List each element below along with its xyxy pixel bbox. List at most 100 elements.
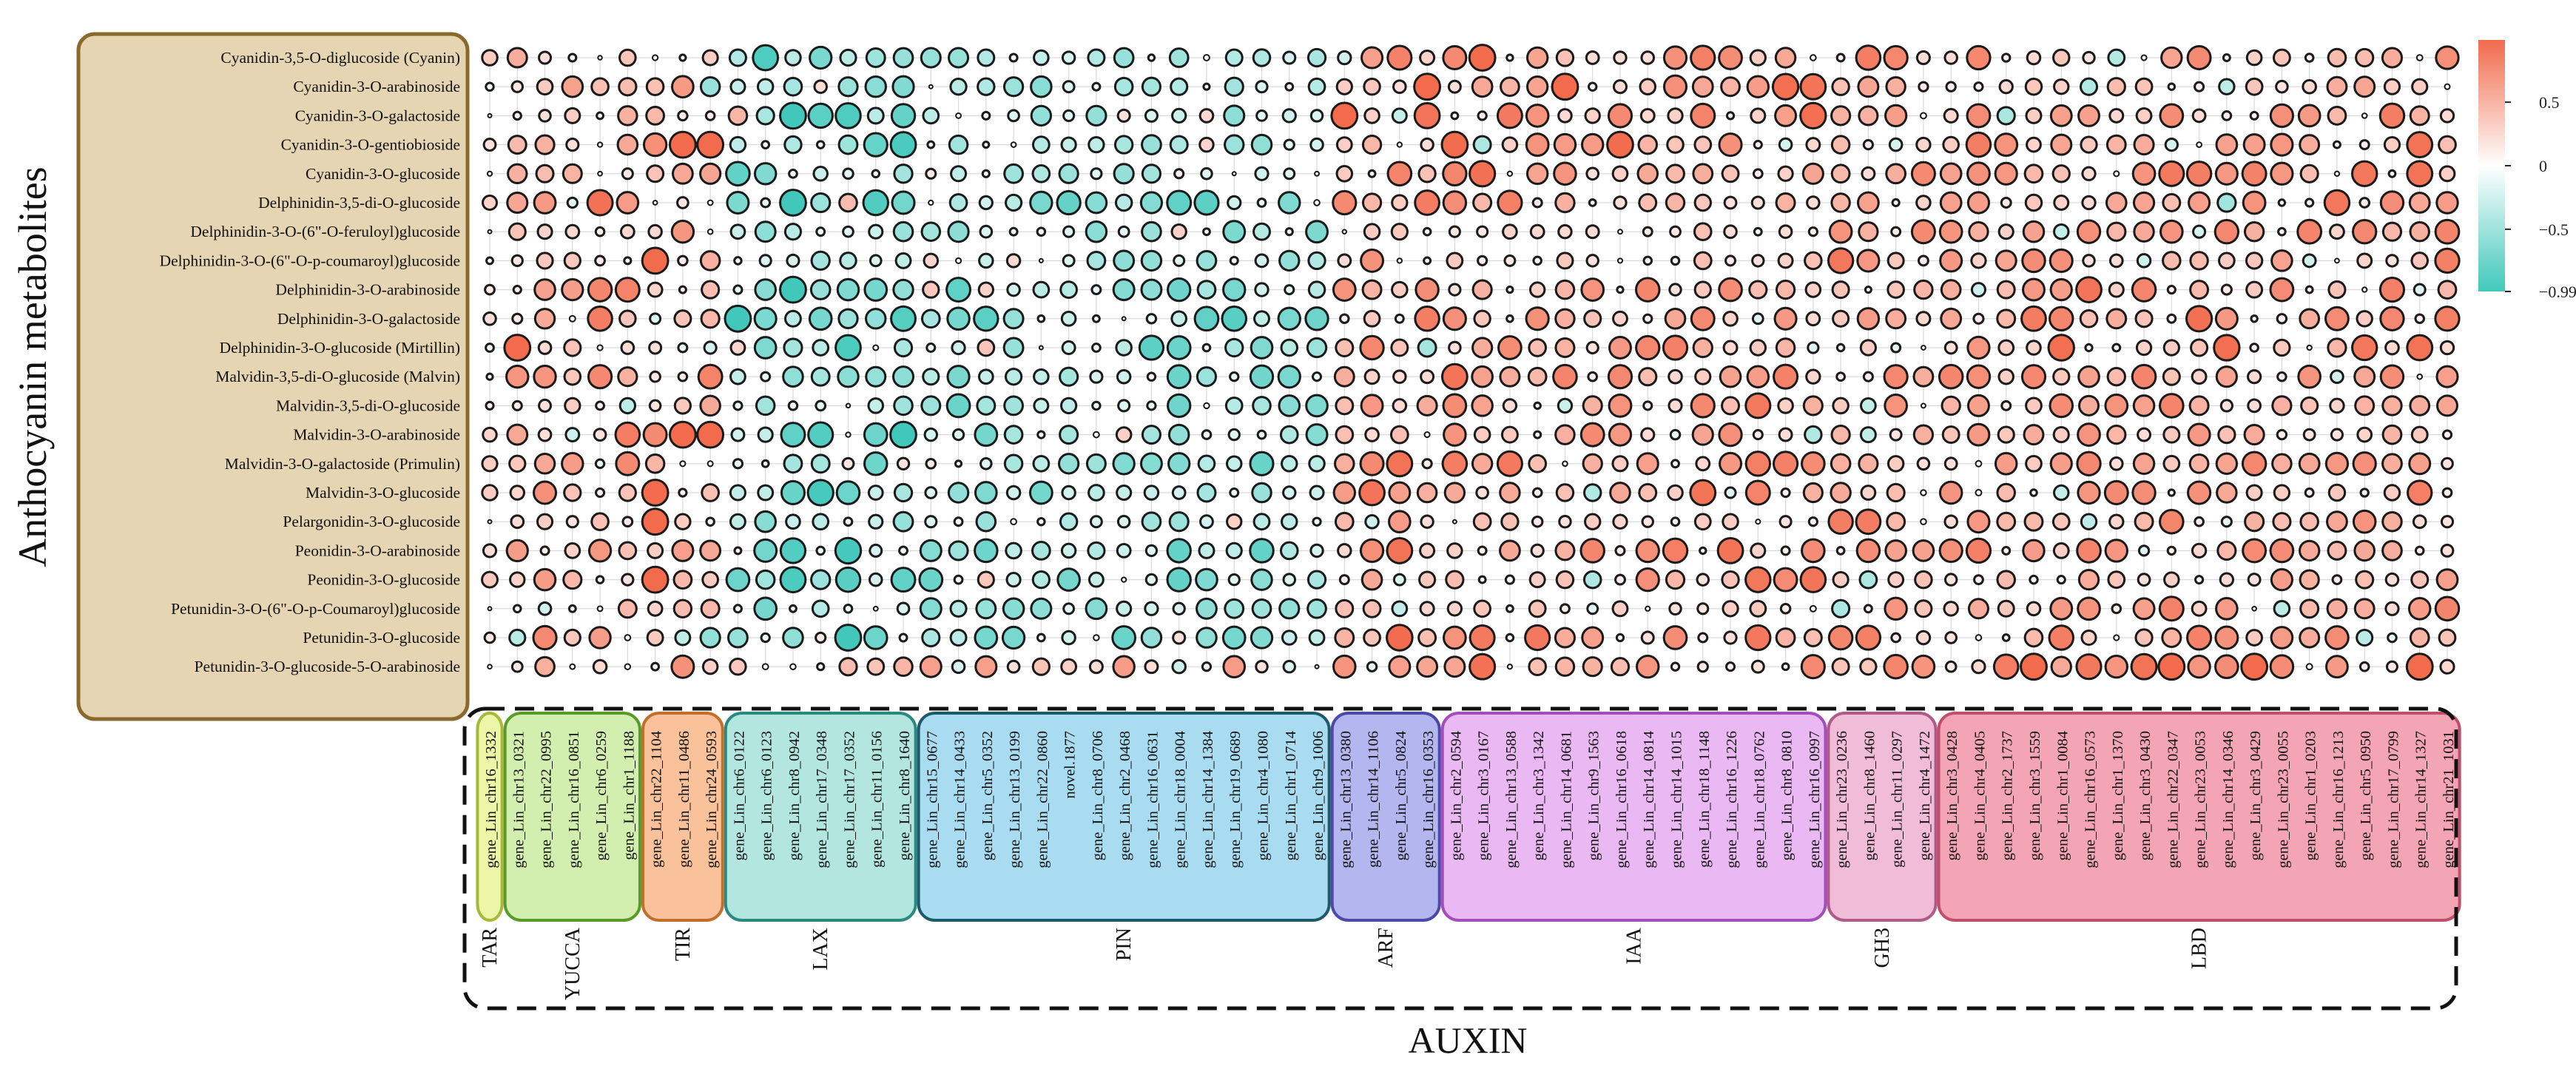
bubble	[1333, 365, 1355, 388]
bubble	[1804, 251, 1823, 271]
bubble	[2378, 102, 2406, 129]
bubble	[1914, 570, 1933, 590]
bubble	[1531, 197, 1543, 209]
bubble	[2358, 197, 2371, 209]
gene-label: gene_Lin_chr1_1370	[2110, 731, 2126, 860]
gene-label: gene_Lin_chr19_0689	[1227, 731, 1244, 868]
bubble	[890, 103, 917, 129]
bubble	[1912, 424, 1935, 445]
colorbar-legend: 0.50−0.5−0.99	[2478, 40, 2576, 301]
bubble	[1751, 254, 1765, 268]
bubble	[486, 170, 493, 177]
bubble	[1255, 109, 1268, 122]
metabolite-label: Malvidin-3,5-di-O-glucoside	[276, 397, 460, 414]
bubble	[1584, 513, 1602, 530]
bubble	[889, 420, 917, 449]
bubble	[1062, 80, 1076, 94]
bubble	[1141, 425, 1161, 445]
bubble	[1830, 135, 1851, 155]
bubble	[1720, 76, 1741, 98]
bubble	[839, 252, 857, 270]
bubble	[2436, 394, 2458, 417]
gene-label: gene_Lin_chr3_0429	[2248, 731, 2264, 860]
bubble	[1223, 104, 1246, 127]
bubble	[1010, 141, 1017, 148]
bubble	[623, 256, 633, 266]
bubble	[2108, 513, 2125, 530]
bubble	[1416, 655, 1439, 678]
bubble	[1198, 136, 1215, 153]
bubble	[2190, 338, 2209, 357]
bubble	[947, 220, 970, 243]
bubble	[1451, 519, 1457, 524]
bubble	[757, 484, 775, 502]
bubble	[865, 365, 887, 388]
bubble	[1608, 336, 1632, 360]
bubble	[1363, 107, 1380, 124]
bubble	[2131, 277, 2157, 303]
bubble	[1113, 76, 1134, 97]
bubble	[1642, 226, 1653, 237]
bubble	[894, 252, 912, 269]
bubble	[1036, 516, 1046, 527]
bubble	[2356, 252, 2373, 269]
bubble	[2411, 78, 2429, 95]
bubble	[1966, 44, 1992, 71]
bubble	[595, 487, 606, 499]
bubble	[1699, 546, 1707, 556]
bubble	[1249, 364, 1275, 389]
bubble	[618, 77, 638, 97]
bubble	[976, 395, 997, 416]
bubble	[1971, 659, 1986, 675]
bubble	[1835, 53, 1846, 63]
gene-label: gene_Lin_chr5_0352	[980, 731, 996, 860]
bubble	[1616, 257, 1624, 264]
bubble	[1085, 191, 1108, 215]
bubble	[1196, 627, 1218, 649]
bubble	[922, 368, 940, 386]
bubble	[1526, 75, 1549, 98]
bubble	[2275, 79, 2289, 94]
bubble	[1225, 542, 1243, 560]
bubble	[784, 49, 802, 67]
bubble	[1773, 567, 1798, 593]
bubble	[595, 575, 605, 584]
bubble	[1940, 307, 1963, 330]
gene-label: gene_Lin_chr14_1015	[1669, 731, 1685, 868]
bubble	[596, 605, 604, 613]
bubble	[1359, 334, 1385, 361]
bubble	[2219, 572, 2235, 587]
bubble	[2188, 395, 2210, 416]
bubble	[485, 372, 494, 381]
bubble	[2186, 45, 2212, 70]
bubble	[562, 163, 583, 184]
bubble	[1003, 395, 1024, 416]
bubble	[732, 604, 743, 614]
bubble	[863, 422, 889, 448]
bubble	[1391, 194, 1409, 212]
bubble	[1036, 430, 1046, 439]
bubble	[2052, 48, 2071, 67]
bubble	[949, 599, 968, 618]
bubble	[783, 337, 803, 358]
bubble	[809, 45, 833, 70]
bubble	[1388, 655, 1412, 678]
bubble	[538, 398, 552, 413]
gene-label: gene_Lin_chr14_1327	[2413, 731, 2430, 868]
bubble	[1533, 430, 1542, 439]
bubble	[2021, 248, 2046, 274]
colorbar-tick-label: 0	[2539, 157, 2547, 175]
bubble	[866, 657, 886, 676]
bubble	[1973, 81, 1984, 92]
bubble	[2000, 399, 2012, 411]
bubble	[1059, 397, 1078, 415]
bubble	[845, 431, 852, 438]
bubble	[1224, 397, 1244, 415]
metabolite-label: Cyanidin-3-O-arabinoside	[293, 78, 460, 95]
bubble	[679, 460, 687, 468]
bubble	[1775, 337, 1796, 358]
bubble	[893, 395, 914, 416]
bubble	[1506, 53, 1514, 62]
bubble	[1802, 482, 1824, 504]
bubble	[783, 76, 803, 97]
